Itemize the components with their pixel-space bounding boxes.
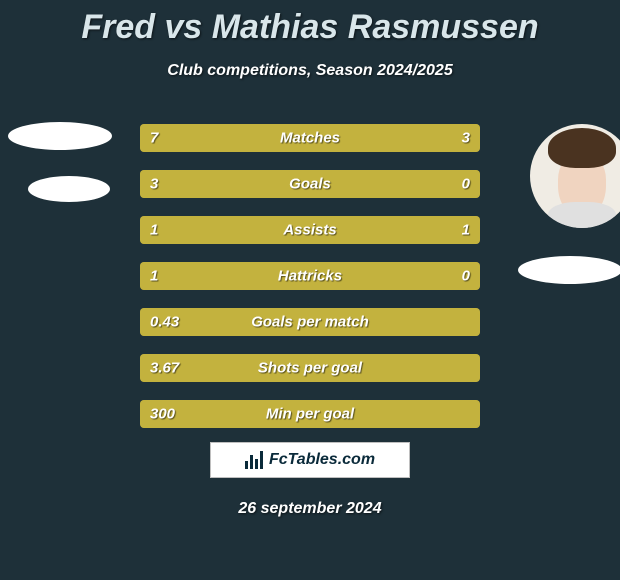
decorative-ellipse bbox=[8, 122, 112, 150]
chart-icon bbox=[245, 451, 263, 469]
page-title: Fred vs Mathias Rasmussen bbox=[0, 8, 620, 47]
stat-label: Goals bbox=[140, 176, 480, 193]
decorative-ellipse bbox=[518, 256, 620, 284]
stat-bar: 73Matches bbox=[140, 124, 480, 152]
stat-bar: 10Hattricks bbox=[140, 262, 480, 290]
stat-label: Shots per goal bbox=[140, 360, 480, 377]
stat-label: Assists bbox=[140, 222, 480, 239]
logo-text: FcTables.com bbox=[269, 451, 375, 469]
stat-bar: 11Assists bbox=[140, 216, 480, 244]
stats-bars: 73Matches 30Goals 11Assists 10Hattricks 0.43… bbox=[140, 124, 480, 446]
stat-bar: 3.67Shots per goal bbox=[140, 354, 480, 382]
decorative-ellipse bbox=[28, 176, 110, 202]
stat-label: Hattricks bbox=[140, 268, 480, 285]
stat-bar: 300Min per goal bbox=[140, 400, 480, 428]
stat-bar: 0.43Goals per match bbox=[140, 308, 480, 336]
stat-label: Min per goal bbox=[140, 406, 480, 423]
stat-label: Matches bbox=[140, 130, 480, 147]
logo-box: FcTables.com bbox=[210, 442, 410, 478]
date-text: 26 september 2024 bbox=[0, 500, 620, 518]
subtitle: Club competitions, Season 2024/2025 bbox=[0, 62, 620, 80]
stat-bar: 30Goals bbox=[140, 170, 480, 198]
stat-label: Goals per match bbox=[140, 314, 480, 331]
